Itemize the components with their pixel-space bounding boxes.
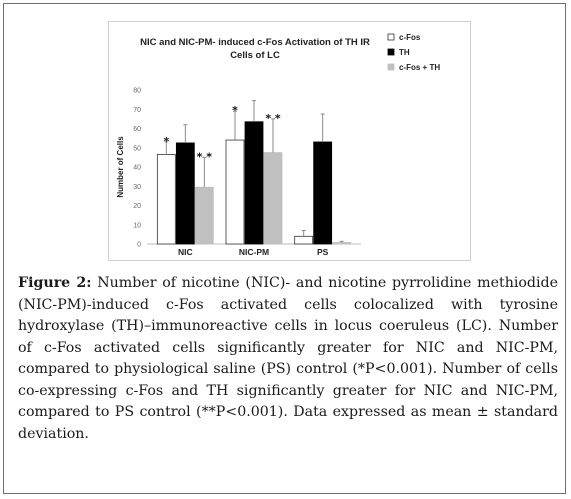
y-tick-label: 40 (133, 165, 141, 172)
y-tick-label: 20 (133, 203, 141, 210)
chart-title-line: NIC and NIC-PM- induced c-Fos Activation… (140, 37, 370, 48)
significance-nic-c-fos: * (163, 135, 169, 148)
bar-ps-c-fos (294, 235, 314, 245)
bar-nic-c-fos (156, 154, 176, 245)
y-tick-label: 10 (133, 222, 141, 229)
y-axis-label: Number of Cells (116, 136, 125, 198)
category-label-ps: PS (317, 247, 329, 257)
y-tick-label: 80 (133, 88, 141, 95)
y-tick-label: 30 (133, 184, 141, 191)
y-tick-label: 0 (137, 242, 141, 249)
figure-frame: NIC and NIC-PM- induced c-Fos Activation… (3, 3, 566, 494)
bar-ps-th (313, 141, 333, 245)
legend-swatch-c-fos (387, 33, 395, 41)
y-tick-label: 60 (133, 126, 141, 133)
legend-swatch-th (387, 48, 395, 56)
legend-label-c-fos: c-Fos (399, 33, 421, 42)
chart-title-line: Cells of LC (230, 50, 280, 61)
significance-nic-pm-c-fos: * (232, 104, 238, 117)
bar-nic-pm-th (244, 121, 264, 245)
legend-swatch-c-fos-th (387, 63, 395, 71)
legend-label-th: TH (399, 48, 410, 57)
legend-label-c-fos-th: c-Fos + TH (399, 63, 440, 72)
bar-nic-pm-c-fos (225, 139, 245, 245)
caption-text: Number of nicotine (NIC)- and nicotine p… (18, 275, 559, 442)
significance-nic-pm-c-fos-th: * * (265, 112, 281, 125)
category-label-nic-pm: NIC-PM (239, 247, 269, 257)
significance-nic-c-fos-th: * * (197, 150, 213, 163)
y-tick-label: 70 (133, 107, 141, 114)
bar-ps-c-fos-th (332, 242, 352, 245)
caption-label: Figure 2: (18, 275, 92, 291)
y-tick-label: 50 (133, 145, 141, 152)
chart-area: NIC and NIC-PM- induced c-Fos Activation… (108, 21, 471, 261)
category-label-nic: NIC (178, 247, 193, 257)
bar-nic-th (175, 142, 195, 245)
bar-nic-pm-c-fos-th (263, 152, 283, 245)
bar-nic-c-fos-th (194, 186, 214, 245)
figure-caption: Figure 2: Number of nicotine (NIC)- and … (18, 273, 558, 445)
bar-chart: NIC and NIC-PM- induced c-Fos Activation… (116, 33, 440, 257)
